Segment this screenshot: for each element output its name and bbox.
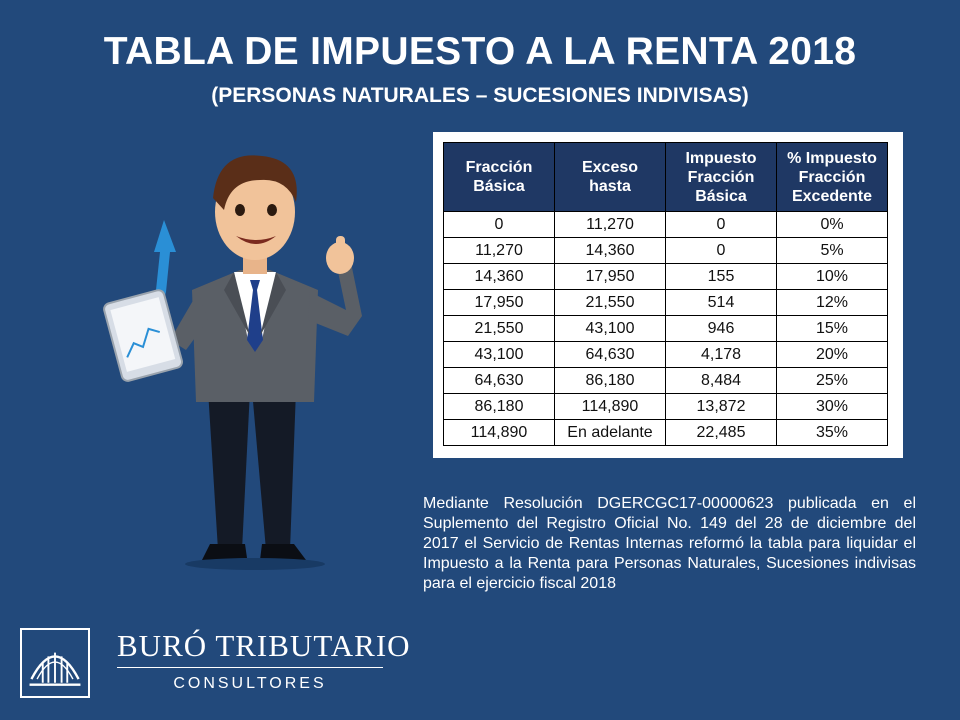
table-cell: 43,100 — [443, 341, 555, 368]
right-arm — [308, 258, 362, 336]
resolution-note: Mediante Resolución DGERCGC17-00000623 p… — [423, 495, 916, 592]
header-impuesto-fraccion-basica: Impuesto Fracción Básica — [665, 142, 777, 212]
table-row: 21,550 43,100 946 15% — [443, 315, 888, 342]
header-exceso-hasta: Exceso hasta — [554, 142, 666, 212]
table-cell: 5% — [776, 237, 888, 264]
header-fraccion-basica: Fracción Básica — [443, 142, 555, 212]
logo-divider — [117, 667, 383, 668]
table-cell: 14,360 — [554, 237, 666, 264]
table-cell: 0 — [665, 237, 777, 264]
table-cell: 86,180 — [443, 393, 555, 420]
hair — [213, 155, 297, 210]
table-cell: En adelante — [554, 419, 666, 446]
table-cell: 12% — [776, 289, 888, 316]
left-arm — [170, 292, 208, 350]
table-cell: 22,485 — [665, 419, 777, 446]
table-row: 64,630 86,180 8,484 25% — [443, 367, 888, 394]
table-cell: 17,950 — [554, 263, 666, 290]
table-cell: 64,630 — [443, 367, 555, 394]
table-row: 14,360 17,950 155 10% — [443, 263, 888, 290]
table-cell: 86,180 — [554, 367, 666, 394]
table-cell: 10% — [776, 263, 888, 290]
logo-subtitle: CONSULTORES — [173, 675, 327, 692]
tax-table-panel: Fracción Básica Exceso hasta Impuesto Fr… — [433, 132, 903, 458]
table-cell: 114,890 — [554, 393, 666, 420]
thumbs-up-hand — [326, 242, 354, 274]
businessman-illustration — [103, 155, 362, 570]
logo-name: BURÓ TRIBUTARIO — [117, 628, 411, 663]
table-cell: 0% — [776, 211, 888, 238]
table-cell: 114,890 — [443, 419, 555, 446]
right-leg — [252, 390, 296, 550]
table-cell: 4,178 — [665, 341, 777, 368]
table-cell: 155 — [665, 263, 777, 290]
page-title: TABLA DE IMPUESTO A LA RENTA 2018 — [103, 30, 857, 73]
tie — [247, 280, 263, 352]
table-cell: 11,270 — [554, 211, 666, 238]
table-cell: 514 — [665, 289, 777, 316]
table-cell: 20% — [776, 341, 888, 368]
table-row: 11,270 14,360 0 5% — [443, 237, 888, 264]
table-cell: 21,550 — [443, 315, 555, 342]
table-cell: 0 — [443, 211, 555, 238]
table-cell: 30% — [776, 393, 888, 420]
table-cell: 14,360 — [443, 263, 555, 290]
table-row: 17,950 21,550 514 12% — [443, 289, 888, 316]
table-cell: 21,550 — [554, 289, 666, 316]
building-dome-logo-icon — [20, 628, 90, 698]
table-row: 0 11,270 0 0% — [443, 211, 888, 238]
table-cell: 8,484 — [665, 367, 777, 394]
table-cell: 13,872 — [665, 393, 777, 420]
table-row: 86,180 114,890 13,872 30% — [443, 393, 888, 420]
growth-arrow-icon — [140, 220, 176, 326]
table-cell: 43,100 — [554, 315, 666, 342]
table-cell: 35% — [776, 419, 888, 446]
right-shoe — [260, 544, 306, 560]
table-row: 43,100 64,630 4,178 20% — [443, 341, 888, 368]
header-impuesto-fraccion-excedente: % Impuesto Fracción Excedente — [776, 142, 888, 212]
smile — [236, 236, 276, 244]
tax-table: Fracción Básica Exceso hasta Impuesto Fr… — [443, 142, 888, 446]
table-header-row: Fracción Básica Exceso hasta Impuesto Fr… — [443, 142, 888, 212]
left-shoe — [202, 544, 247, 560]
table-cell: 15% — [776, 315, 888, 342]
table-cell: 0 — [665, 211, 777, 238]
left-leg — [208, 390, 250, 550]
table-cell: 17,950 — [443, 289, 555, 316]
table-cell: 25% — [776, 367, 888, 394]
table-cell: 64,630 — [554, 341, 666, 368]
table-cell: 946 — [665, 315, 777, 342]
table-row: 114,890 En adelante 22,485 35% — [443, 419, 888, 446]
page-subtitle: (PERSONAS NATURALES – SUCESIONES INDIVIS… — [211, 84, 749, 107]
table-cell: 11,270 — [443, 237, 555, 264]
